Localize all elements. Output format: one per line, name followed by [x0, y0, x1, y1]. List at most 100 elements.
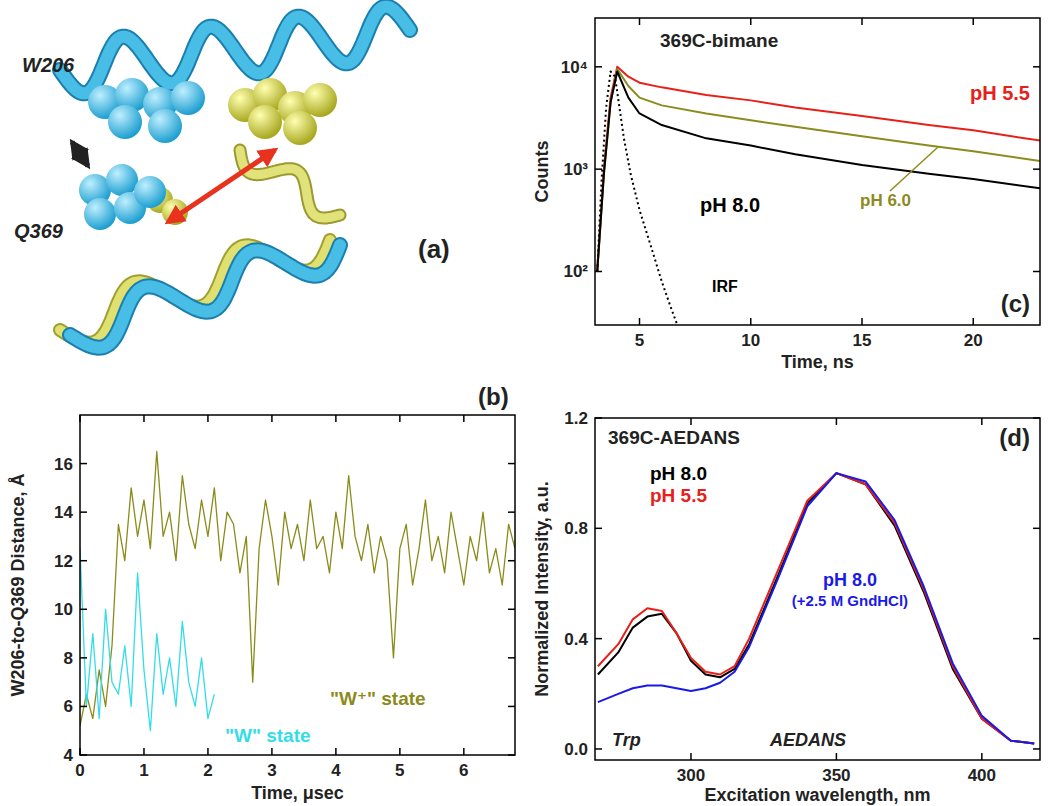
series-label: IRF — [712, 278, 738, 295]
x-tick-label: 4 — [331, 761, 341, 780]
x-tick — [271, 415, 273, 422]
plot-frame — [595, 18, 1040, 325]
panel: 012345646810121416Time, μsecW206-to-Q369… — [8, 383, 515, 803]
label-pointer — [890, 147, 938, 191]
x-tick-label: 20 — [964, 331, 983, 350]
y-tick — [1033, 638, 1040, 640]
x-tick — [981, 418, 983, 425]
y-tick-label: 0.0 — [564, 740, 588, 759]
residue-sphere — [303, 83, 337, 117]
x-tick — [750, 318, 752, 325]
y-tick — [80, 706, 87, 708]
series-line — [597, 67, 1040, 272]
x-axis-label: Time, ns — [781, 352, 854, 372]
y-tick-label: 8 — [64, 649, 73, 668]
y-axis-label: Normalized Intensity, a.u. — [532, 481, 552, 697]
y-tick-label: 10 — [54, 600, 73, 619]
plot-frame — [595, 418, 1040, 760]
x-tick — [836, 418, 838, 425]
x-tick-label: 3 — [267, 761, 276, 780]
helix-edge — [70, 245, 340, 348]
x-tick — [981, 753, 983, 760]
label: (a) — [418, 234, 450, 264]
x-tick-label: 300 — [677, 766, 705, 785]
x-tick — [463, 415, 465, 422]
y-tick — [1033, 66, 1040, 68]
y-tick-label: 4 — [64, 746, 74, 765]
y-tick — [80, 657, 87, 659]
helix-edge — [240, 150, 340, 218]
y-tick — [1033, 528, 1040, 530]
residue-sphere — [84, 198, 116, 230]
x-tick — [690, 753, 692, 760]
annotation: Trp — [612, 730, 641, 750]
annotation: (d) — [999, 424, 1030, 451]
x-tick — [973, 18, 975, 25]
series-line — [597, 72, 1040, 272]
plot-area — [597, 67, 1040, 325]
plot-area — [598, 473, 1034, 743]
x-tick — [335, 748, 337, 755]
series-line — [598, 473, 1034, 743]
y-tick — [595, 528, 602, 530]
x-tick — [335, 415, 337, 422]
annotation: (+2.5 M GndHCl) — [792, 592, 908, 609]
annotation: AEDANS — [769, 730, 846, 750]
y-tick — [595, 168, 602, 170]
series-label: pH 8.0 — [823, 570, 877, 590]
helix — [60, 7, 410, 94]
series-label: pH 8.0 — [700, 194, 760, 216]
series-line — [598, 473, 1034, 743]
x-tick — [271, 748, 273, 755]
helix — [240, 150, 340, 218]
y-tick — [508, 511, 515, 513]
y-tick-label: 12 — [54, 552, 73, 571]
x-tick — [399, 415, 401, 422]
helix — [60, 240, 330, 343]
x-tick — [207, 415, 209, 422]
chart-title: 369C-AEDANS — [608, 427, 740, 448]
y-tick-label: 1.2 — [564, 409, 588, 428]
y-tick — [80, 754, 87, 756]
x-tick — [639, 318, 641, 325]
x-tick-label: 400 — [968, 766, 996, 785]
helix — [70, 245, 340, 348]
distance-arrow — [72, 142, 88, 166]
x-tick-label: 0 — [75, 761, 84, 780]
x-tick — [973, 318, 975, 325]
x-tick-label: 2 — [203, 761, 212, 780]
y-tick — [1033, 417, 1040, 419]
helix-edge — [60, 240, 330, 343]
chart-title: 369C-bimane — [660, 30, 778, 51]
y-tick — [80, 560, 87, 562]
panel: 3003504000.00.40.81.2Excitation waveleng… — [532, 409, 1040, 805]
y-tick — [508, 560, 515, 562]
y-tick-label: 6 — [64, 697, 73, 716]
x-tick — [861, 18, 863, 25]
label: Q369 — [14, 220, 64, 242]
x-tick-label: 350 — [822, 766, 850, 785]
x-tick-label: 5 — [635, 331, 644, 350]
y-tick — [508, 706, 515, 708]
x-tick — [79, 415, 81, 422]
x-tick-label: 15 — [853, 331, 872, 350]
figure: W206Q369(a)012345646810121416Time, μsecW… — [0, 0, 1050, 806]
residue-sphere — [148, 109, 182, 143]
y-axis-label: Counts — [532, 141, 552, 203]
residue-sphere — [248, 105, 282, 139]
y-tick-label: 14 — [54, 503, 73, 522]
series-label: pH 5.5 — [970, 82, 1030, 104]
y-tick-label: 10³ — [563, 160, 588, 179]
y-tick — [508, 609, 515, 611]
panel: 510152010²10³10⁴Time, nsCounts369C-biman… — [532, 18, 1040, 372]
y-tick — [595, 638, 602, 640]
y-tick — [595, 66, 602, 68]
y-tick — [508, 463, 515, 465]
plot-area — [80, 451, 515, 730]
x-tick — [690, 418, 692, 425]
residue-sphere — [134, 176, 166, 208]
x-tick — [463, 748, 465, 755]
x-tick-label: 5 — [395, 761, 404, 780]
series-line — [597, 69, 1040, 271]
x-tick — [750, 18, 752, 25]
